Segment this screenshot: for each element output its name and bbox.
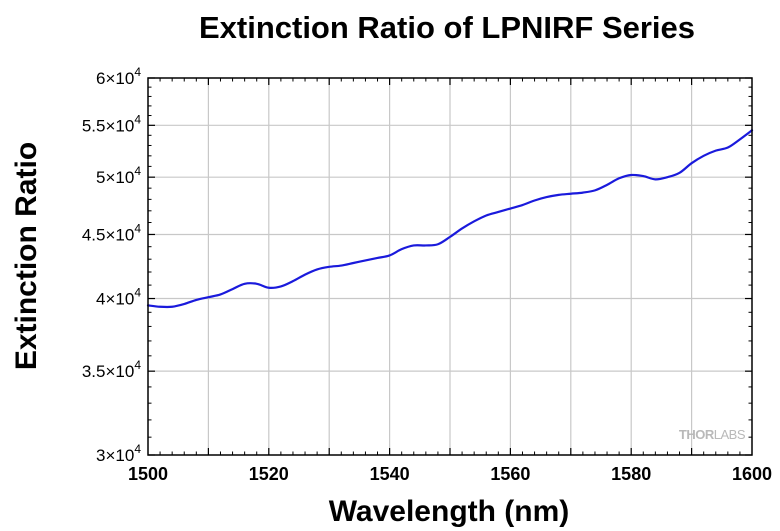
y-tick-label: 3×104 (96, 442, 141, 465)
x-tick-label: 1500 (128, 464, 168, 484)
plot-frame (147, 77, 753, 456)
series-line (146, 129, 754, 309)
y-tick-label: 4×104 (96, 286, 141, 309)
y-tick-label: 5×104 (96, 164, 141, 187)
x-tick-label: 1600 (732, 464, 772, 484)
chart-title: Extinction Ratio of LPNIRF Series (199, 10, 695, 45)
thorlabs-watermark: THORLABS (679, 427, 746, 442)
y-tick-label: 4.5×104 (82, 221, 141, 244)
x-tick-label: 1560 (490, 464, 530, 484)
grid-lines (148, 78, 752, 455)
x-tick-labels: 1500 1520 1540 1560 1580 1600 (128, 464, 772, 484)
x-tick-label: 1540 (370, 464, 410, 484)
y-axis-label: Extinction Ratio (10, 142, 43, 370)
x-tick-label: 1520 (249, 464, 289, 484)
y-tick-label: 6×104 (96, 65, 141, 88)
x-tick-label: 1580 (611, 464, 651, 484)
watermark-labs: LABS (714, 427, 746, 442)
watermark-thor: THOR (679, 427, 715, 442)
y-tick-labels: 3×104 3.5×104 4×104 4.5×104 5×104 5.5×104 6×10… (82, 65, 141, 465)
y-tick-label: 3.5×104 (82, 358, 141, 381)
x-axis-label: Wavelength (nm) (329, 495, 570, 528)
y-tick-label: 5.5×104 (82, 112, 141, 135)
